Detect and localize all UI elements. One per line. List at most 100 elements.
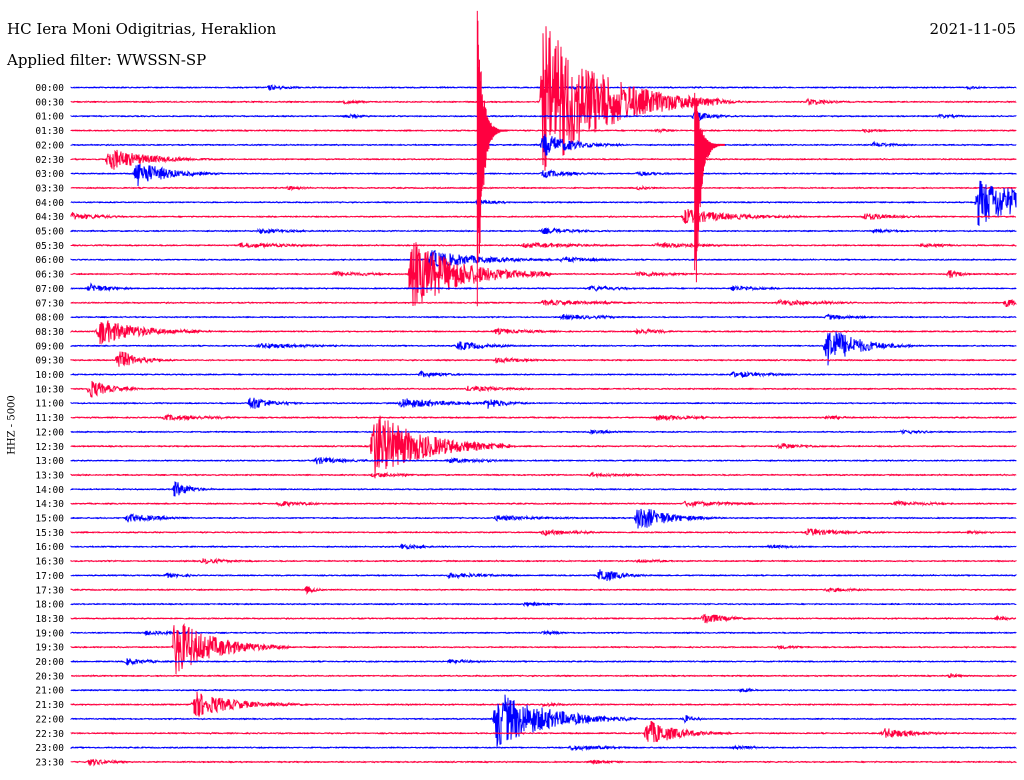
trace-line: [70, 499, 1017, 509]
trace-line: [70, 622, 1017, 675]
trace-line: [70, 397, 1017, 409]
time-tick-label: 02:00: [35, 140, 64, 151]
trace-line: [70, 149, 1017, 170]
trace-line: [70, 569, 1017, 582]
time-tick-label: 15:00: [35, 514, 64, 525]
large-events: [476, 10, 725, 307]
time-tick-label: 03:30: [35, 183, 64, 194]
trace-line: [70, 673, 1017, 679]
trace-line: [70, 227, 1017, 235]
record-date: 2021-11-05: [929, 20, 1016, 38]
trace-line: [70, 758, 1017, 767]
time-tick-label: 23:00: [35, 743, 64, 754]
trace-line: [70, 84, 1017, 92]
time-tick-label: 00:30: [35, 97, 64, 108]
time-tick-label: 07:30: [35, 298, 64, 309]
time-tick-label: 22:30: [35, 729, 64, 740]
trace-line: [70, 508, 1017, 529]
trace-line: [70, 613, 1017, 624]
time-tick-label: 16:00: [35, 542, 64, 553]
time-tick-label: 02:30: [35, 155, 64, 166]
trace-line: [70, 585, 1017, 596]
trace-line: [70, 428, 1017, 435]
trace-line: [70, 629, 1017, 637]
trace-line: [70, 380, 1017, 398]
trace-line: [70, 184, 1017, 192]
time-tick-label: 10:00: [35, 370, 64, 381]
time-tick-label: 15:30: [35, 528, 64, 539]
time-tick-label: 04:30: [35, 212, 64, 223]
trace-line: [70, 415, 1017, 479]
time-tick-label: 08:30: [35, 327, 64, 338]
time-tick-label: 23:30: [35, 757, 64, 768]
time-tick-label: 09:00: [35, 341, 64, 352]
time-tick-label: 21:30: [35, 700, 64, 711]
time-tick-label: 12:00: [35, 427, 64, 438]
trace-line: [70, 658, 1017, 666]
time-tick-label: 19:00: [35, 628, 64, 639]
time-tick-label: 09:30: [35, 356, 64, 367]
time-tick-label: 03:00: [35, 169, 64, 180]
time-tick-label: 05:30: [35, 241, 64, 252]
trace-line: [70, 481, 1017, 497]
time-tick-label: 08:00: [35, 313, 64, 324]
trace-line: [70, 320, 1017, 345]
time-tick-label: 13:30: [35, 470, 64, 481]
time-tick-labels: 00:00 00:30 01:00 01:30 02:00 02:30 03:00 03:30…: [35, 83, 64, 768]
time-tick-label: 16:30: [35, 557, 64, 568]
time-tick-label: 06:00: [35, 255, 64, 266]
trace-line: [70, 313, 1017, 321]
trace-line: [70, 471, 1017, 479]
time-tick-label: 05:00: [35, 227, 64, 238]
time-tick-label: 22:00: [35, 714, 64, 725]
time-tick-label: 18:00: [35, 600, 64, 611]
trace-line: [70, 249, 1017, 268]
trace-line: [70, 456, 1017, 465]
time-tick-label: 17:30: [35, 585, 64, 596]
trace-line: [70, 180, 1017, 227]
trace-line: [70, 687, 1017, 694]
time-tick-label: 01:00: [35, 112, 64, 123]
time-tick-label: 18:30: [35, 614, 64, 625]
trace-line: [70, 298, 1017, 308]
large-event-trace: [694, 92, 725, 283]
seismic-traces: [70, 26, 1017, 767]
trace-line: [70, 282, 1017, 293]
trace-line: [70, 331, 1017, 366]
time-tick-label: 14:30: [35, 499, 64, 510]
time-tick-label: 21:00: [35, 686, 64, 697]
trace-line: [70, 241, 1017, 250]
trace-line: [70, 543, 1017, 550]
time-tick-label: 17:00: [35, 571, 64, 582]
trace-line: [70, 370, 1017, 379]
time-tick-label: 01:30: [35, 126, 64, 137]
trace-line: [70, 744, 1017, 752]
trace-line: [70, 528, 1017, 537]
time-tick-label: 11:30: [35, 413, 64, 424]
time-tick-label: 00:00: [35, 83, 64, 94]
trace-line: [70, 691, 1017, 717]
trace-line: [70, 720, 1017, 743]
time-tick-label: 19:30: [35, 643, 64, 654]
trace-line: [70, 413, 1017, 422]
trace-line: [70, 694, 1017, 747]
trace-line: [70, 26, 1017, 171]
trace-line: [70, 128, 1017, 134]
time-tick-label: 14:00: [35, 485, 64, 496]
time-tick-label: 20:30: [35, 671, 64, 682]
time-tick-label: 20:00: [35, 657, 64, 668]
time-tick-label: 13:00: [35, 456, 64, 467]
trace-line: [70, 242, 1017, 307]
trace-line: [70, 134, 1017, 156]
time-tick-label: 11:00: [35, 399, 64, 410]
trace-line: [70, 163, 1017, 187]
station-title: HC Iera Moni Odigitrias, Heraklion: [7, 20, 277, 38]
trace-line: [70, 209, 1017, 225]
time-tick-label: 06:30: [35, 270, 64, 281]
filter-label: Applied filter: WWSSN-SP: [7, 51, 207, 69]
time-tick-label: 04:00: [35, 198, 64, 209]
time-tick-label: 10:30: [35, 384, 64, 395]
trace-line: [70, 351, 1017, 367]
trace-line: [70, 109, 1017, 121]
